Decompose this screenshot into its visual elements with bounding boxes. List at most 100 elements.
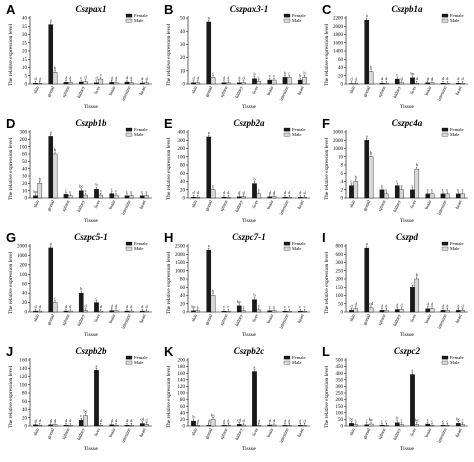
significance-label: d [381, 76, 384, 81]
y-axis-title: The relative expression level [166, 137, 172, 200]
bar-male [256, 81, 262, 85]
category-label: spleen [61, 427, 71, 440]
category-label: liver [409, 427, 417, 437]
significance-label: b [253, 72, 255, 77]
bar-female [33, 83, 38, 85]
bar-male [37, 83, 43, 85]
y-tick-label: 1500 [175, 261, 186, 266]
legend-label-female: Female [450, 241, 464, 246]
category-label: spleen [219, 313, 229, 326]
significance-label: b [253, 293, 255, 298]
significance-label: d [227, 418, 230, 423]
significance-label: d [242, 76, 245, 81]
y-tick-label: 140 [20, 367, 28, 372]
bar-female [267, 79, 273, 85]
y-tick-label: 350 [336, 378, 344, 383]
bar-male [399, 309, 404, 313]
bar-female [455, 310, 461, 313]
category-label: kidney [234, 313, 244, 327]
chart-svg: D Cszpb1b 0 10 20 30 40 50 60 100 200 300 The relati… [6, 116, 152, 224]
bar-female [109, 424, 115, 427]
significance-label: a [50, 241, 52, 246]
bar-female [63, 310, 69, 313]
y-axis-title: The relative expression level [324, 137, 330, 200]
legend-label-male: Male [292, 132, 301, 137]
y-tick-label: 120 [20, 375, 28, 380]
significance-label: b [370, 65, 372, 70]
category-label: intestine [436, 427, 447, 443]
category-label: intestine [278, 199, 289, 215]
category-label: gonad [46, 427, 56, 440]
x-axis-title: Tissue [84, 218, 98, 224]
bar-female [236, 82, 242, 85]
significance-label: d [350, 303, 353, 308]
bar-female [364, 140, 370, 199]
category-label: brain [266, 313, 275, 324]
legend-label-male: Male [292, 18, 301, 23]
significance-label: d [238, 190, 241, 195]
x-axis-title: Tissue [242, 218, 256, 224]
category-label: spleen [61, 85, 71, 98]
category-label: intestine [120, 427, 131, 443]
bar-male [52, 302, 58, 313]
category-label: kidney [76, 199, 86, 213]
chart-panel-e: E Cszpb2a 0 20 40 60 80 100 200 300 400 The relativ… [162, 116, 318, 230]
bar-female [206, 425, 212, 427]
y-axis-title: The relative expression level [166, 251, 172, 314]
significance-label: cd [369, 301, 374, 306]
category-label: heart [138, 85, 147, 96]
significance-label: c [385, 418, 387, 423]
significance-label: d [416, 76, 419, 81]
legend-label-male: Male [292, 246, 301, 251]
significance-label: cd [237, 417, 242, 422]
category-label: gonad [362, 313, 372, 326]
y-tick-label: 0 [183, 197, 186, 202]
significance-label: d [223, 190, 226, 195]
x-axis-title: Tissue [400, 104, 414, 110]
y-tick-label: 100 [178, 155, 186, 160]
significance-label: a [366, 241, 368, 246]
y-tick-label: 40 [338, 66, 344, 71]
legend-swatch-male [441, 18, 449, 23]
bar-female [425, 423, 431, 427]
legend-label-female: Female [450, 13, 464, 18]
significance-label: c [412, 183, 414, 188]
bar-male [383, 83, 389, 85]
category-label: spleen [219, 199, 229, 212]
panel-letter: G [6, 230, 16, 245]
y-tick-label: 80 [22, 392, 28, 397]
y-tick-label: 450 [336, 365, 344, 370]
category-label: kidney [234, 85, 244, 99]
panel-letter: F [322, 116, 330, 131]
significance-label: d [115, 76, 118, 81]
significance-label: b [299, 73, 301, 78]
significance-label: c [69, 189, 71, 194]
significance-label: b [355, 175, 357, 180]
y-tick-label: 40 [22, 17, 28, 22]
category-label: gonad [204, 199, 214, 212]
category-label: spleen [377, 199, 387, 212]
bar-female [364, 424, 370, 427]
category-label: liver [93, 427, 101, 437]
chart-svg: B Cszpax3-1 0 10 20 30 40 50 The relative expres… [164, 2, 310, 110]
significance-label: d [111, 75, 114, 80]
category-label: liver [251, 199, 259, 209]
legend-swatch-female [283, 13, 291, 18]
y-tick-label: 60 [22, 153, 28, 158]
legend-label-female: Female [134, 127, 148, 132]
panel-letter: H [164, 230, 173, 245]
category-label: spleen [377, 427, 387, 440]
bar-male [429, 82, 435, 85]
significance-label: d [34, 76, 37, 81]
bar-male [256, 193, 262, 199]
y-tick-label: 0 [183, 83, 186, 88]
bar-male [271, 424, 277, 427]
significance-label: c [442, 418, 444, 423]
bar-male [460, 310, 465, 313]
bar-male [444, 83, 450, 85]
y-tick-label: 2000 [333, 25, 344, 30]
significance-label: c [288, 304, 290, 309]
significance-label: d [273, 190, 276, 195]
category-label: spleen [377, 313, 387, 326]
